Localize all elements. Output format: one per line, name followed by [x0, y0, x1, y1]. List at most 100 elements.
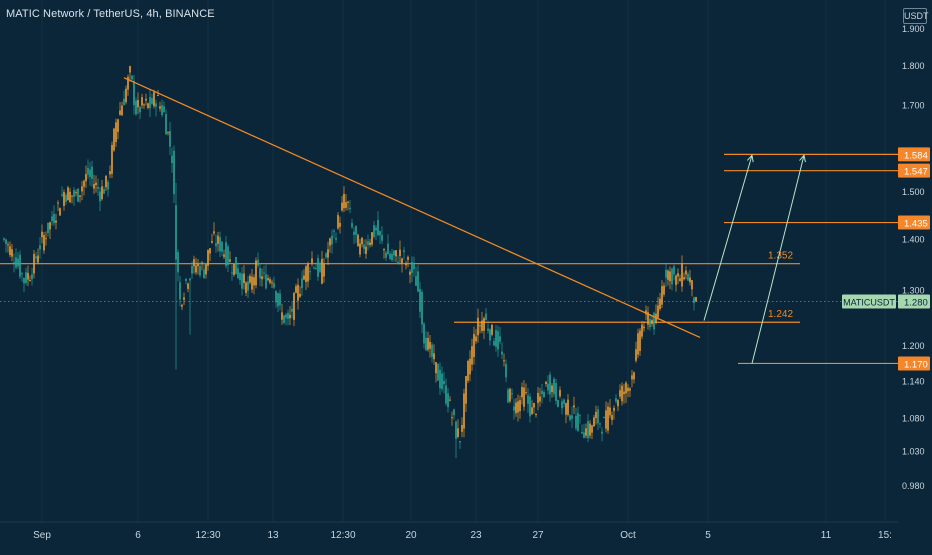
candle — [349, 207, 351, 210]
candle — [135, 100, 137, 115]
candle — [257, 259, 259, 266]
candle — [341, 202, 343, 211]
candle — [309, 271, 311, 273]
candle — [255, 260, 257, 286]
candle — [317, 258, 319, 277]
candle — [597, 409, 599, 424]
candle — [35, 256, 37, 259]
candle — [247, 281, 249, 291]
candle — [89, 169, 91, 177]
level-label: 1.242 — [768, 309, 793, 320]
candle — [615, 398, 617, 402]
candle — [587, 421, 589, 439]
candle — [647, 312, 649, 325]
candle — [113, 128, 115, 151]
projection-arrow — [703, 155, 753, 321]
candle — [523, 387, 525, 407]
candle — [75, 192, 77, 194]
candle — [409, 271, 411, 275]
candle — [383, 249, 385, 251]
candle — [361, 237, 363, 245]
candle — [579, 414, 581, 416]
x-tick-label: 6 — [135, 530, 141, 541]
candle — [83, 180, 85, 187]
candle — [515, 402, 517, 414]
candle — [359, 243, 361, 255]
candle — [625, 382, 627, 394]
candle — [591, 425, 593, 433]
candle — [431, 344, 433, 357]
candle — [315, 268, 317, 270]
candle — [389, 253, 391, 259]
candle — [501, 351, 503, 355]
candle — [387, 243, 389, 255]
candle — [433, 353, 435, 360]
candle — [583, 432, 585, 439]
candle — [667, 270, 669, 280]
candle — [469, 358, 471, 375]
candle — [679, 278, 681, 282]
candle — [79, 195, 81, 197]
candle — [493, 341, 495, 346]
candle — [461, 425, 463, 432]
candle — [379, 231, 381, 236]
candle — [547, 383, 549, 391]
candle — [51, 216, 53, 222]
time-axis[interactable]: Sep 6 12:30 13 12:30 20 23 27 Oct 5 11 15: — [0, 521, 898, 541]
candle — [689, 277, 691, 283]
candle — [351, 222, 353, 228]
candle — [207, 249, 209, 266]
candle — [115, 122, 117, 142]
candle — [225, 242, 227, 267]
x-tick-label: 5 — [705, 530, 711, 541]
candle — [145, 98, 147, 101]
last-price-label: 1.280 — [904, 297, 928, 308]
candle — [23, 278, 25, 284]
candle — [235, 257, 237, 275]
currency-label[interactable]: USDT — [903, 8, 929, 24]
price-badge — [898, 215, 930, 230]
candle — [263, 272, 265, 274]
candle — [661, 286, 663, 305]
candle — [673, 266, 675, 275]
candle — [499, 336, 501, 342]
price-badge-label: 1.435 — [904, 219, 928, 230]
candle — [297, 284, 299, 301]
candle — [557, 399, 559, 407]
candle — [251, 276, 253, 290]
candle — [655, 313, 657, 324]
trendline — [123, 77, 701, 339]
candle — [109, 171, 111, 175]
x-tick-label: 12:30 — [330, 530, 355, 541]
candle — [683, 277, 685, 280]
candle — [171, 155, 173, 164]
x-tick-label: 27 — [532, 530, 544, 541]
candle — [423, 323, 425, 344]
candle — [463, 393, 465, 429]
candle — [553, 378, 555, 395]
candle — [73, 190, 75, 197]
candle — [459, 440, 461, 443]
candle — [173, 150, 175, 195]
candle — [543, 392, 545, 397]
candle — [545, 381, 547, 385]
candle — [375, 227, 377, 231]
candle — [517, 401, 519, 413]
candle — [67, 187, 69, 201]
y-tick-label: 1.080 — [902, 414, 925, 424]
candle — [521, 387, 523, 398]
candle — [267, 278, 269, 281]
candle — [659, 298, 661, 309]
price-axis[interactable]: 1.900 1.800 1.700 1.500 1.400 1.300 1.200 1.140… — [842, 24, 930, 491]
candle — [337, 215, 339, 229]
candle — [537, 392, 539, 403]
candle — [123, 98, 125, 106]
candle — [519, 400, 521, 412]
candle — [665, 269, 667, 278]
candle — [505, 363, 507, 378]
candle — [237, 268, 239, 279]
candle — [101, 186, 103, 200]
